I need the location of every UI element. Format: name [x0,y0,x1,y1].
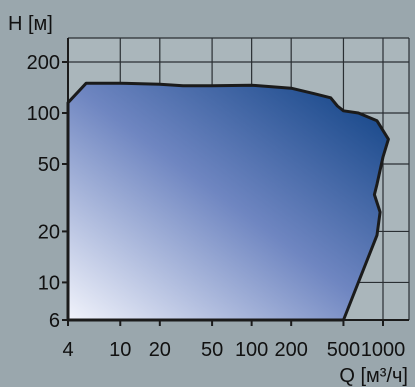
x-tick-label: 10 [109,339,131,361]
y-axis-title: H [м] [8,13,53,35]
x-tick-label: 50 [201,339,223,361]
x-tick-label: 100 [235,339,268,361]
y-tick-label: 6 [49,310,60,332]
y-tick-labels: 6 10 20 50 100 200 [27,52,60,332]
operating-envelope [66,81,390,322]
y-tick-label: 10 [38,272,60,294]
y-tick-label: 100 [27,103,60,125]
x-axis-title: Q [м³/ч] [339,365,408,387]
x-tick-labels: 4 10 20 50 100 200 500 1000 [62,339,405,361]
y-tick-label: 50 [38,154,60,176]
x-tick-label: 4 [62,339,73,361]
x-tick-label: 200 [274,339,307,361]
x-tick-label: 500 [327,339,360,361]
x-tick-label: 1000 [361,339,406,361]
y-tick-label: 20 [38,221,60,243]
x-tick-label: 20 [149,339,171,361]
y-tick-label: 200 [27,52,60,74]
